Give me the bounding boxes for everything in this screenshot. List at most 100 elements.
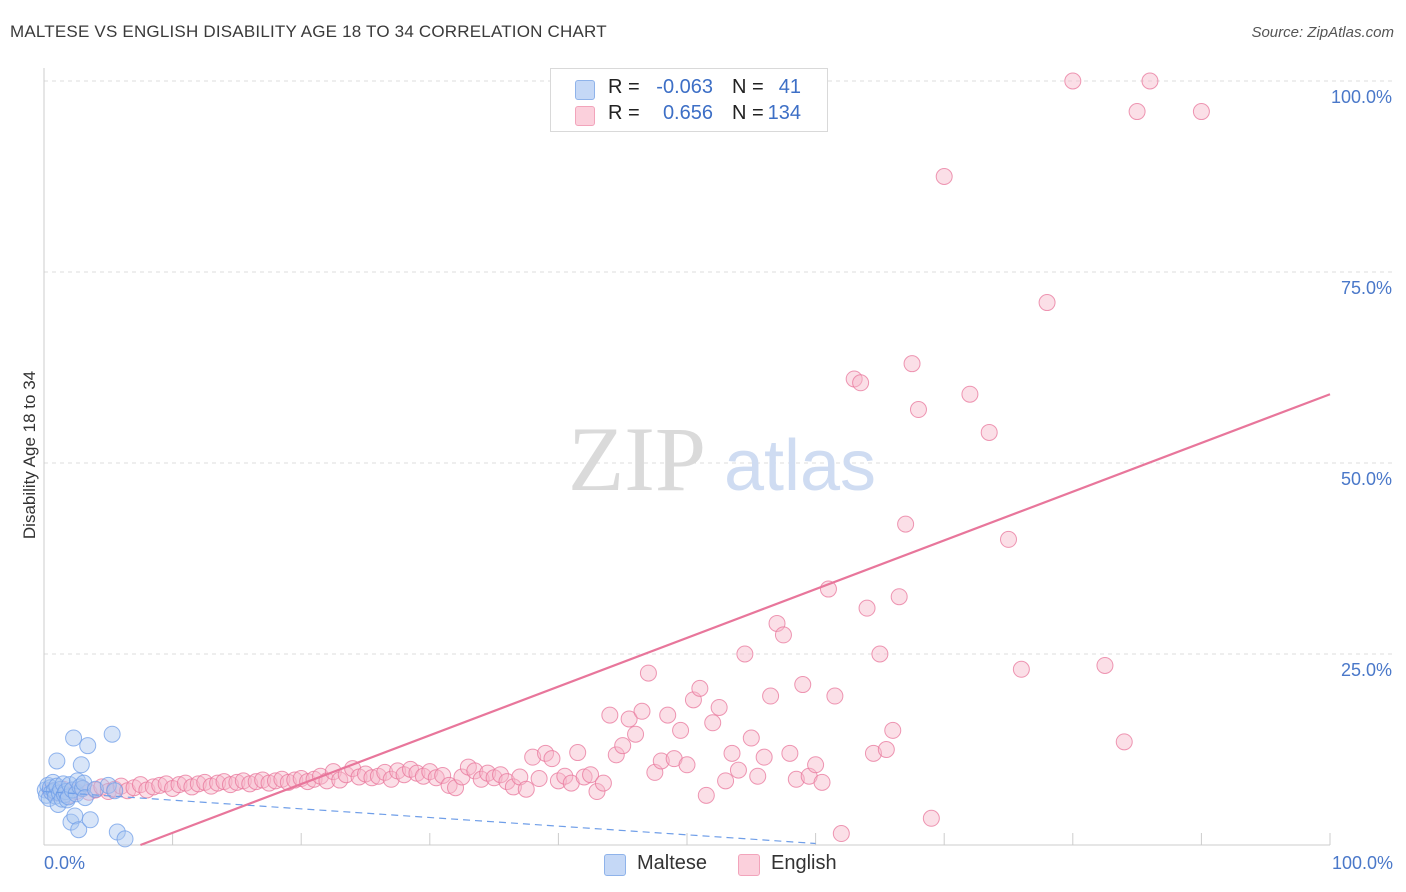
maltese-legend-label: Maltese bbox=[637, 852, 708, 874]
legend-r-label: R = bbox=[608, 102, 640, 124]
english-point bbox=[607, 746, 625, 764]
english-point bbox=[980, 423, 998, 441]
english-point bbox=[472, 770, 490, 788]
english-point bbox=[1096, 656, 1114, 674]
x-tick-labels: 0.0% 100.0% bbox=[44, 853, 1393, 873]
english-point bbox=[260, 774, 278, 792]
english-point bbox=[877, 741, 895, 758]
english-point bbox=[807, 756, 825, 774]
english-point bbox=[897, 515, 915, 533]
english-point bbox=[569, 744, 587, 762]
maltese-trend-line bbox=[43, 790, 816, 845]
english-point bbox=[524, 748, 542, 766]
english-point bbox=[588, 783, 606, 801]
english-point bbox=[755, 748, 773, 766]
maltese-point bbox=[65, 729, 83, 747]
maltese-point bbox=[81, 811, 99, 829]
english-point bbox=[871, 645, 889, 663]
english-legend-label: English bbox=[771, 852, 837, 874]
english-point bbox=[659, 706, 677, 724]
english-point bbox=[922, 809, 940, 827]
english-point bbox=[691, 679, 709, 697]
english-point bbox=[704, 714, 722, 732]
english-point bbox=[1038, 294, 1056, 312]
maltese-points bbox=[36, 725, 134, 848]
english-point bbox=[697, 786, 715, 804]
english-point bbox=[421, 763, 439, 781]
english-point bbox=[440, 776, 458, 794]
maltese-point bbox=[106, 782, 124, 800]
english-point bbox=[672, 721, 690, 739]
y-tick-label: 75.0% bbox=[1341, 278, 1392, 298]
x-tick-label: 0.0% bbox=[44, 853, 85, 873]
english-point bbox=[710, 698, 728, 716]
y-tick-label: 100.0% bbox=[1331, 87, 1392, 107]
english-point bbox=[884, 721, 902, 739]
english-point bbox=[530, 770, 548, 788]
y-tick-labels: 25.0% 50.0% 75.0% 100.0% bbox=[1331, 87, 1392, 680]
watermark-zip: ZIP bbox=[568, 408, 706, 510]
english-point bbox=[556, 767, 574, 785]
legend-n-value: 134 bbox=[767, 102, 801, 124]
english-point bbox=[678, 756, 696, 774]
english-point bbox=[1000, 530, 1017, 548]
english-point bbox=[749, 767, 767, 785]
english-point bbox=[858, 599, 876, 617]
english-legend-swatch bbox=[738, 854, 760, 876]
legend-n-label: N = bbox=[732, 76, 764, 98]
x-tick-label: 100.0% bbox=[1332, 853, 1393, 873]
english-point bbox=[736, 645, 754, 663]
english-point bbox=[729, 761, 747, 779]
english-point bbox=[864, 744, 882, 762]
legend-n-value: 41 bbox=[778, 76, 801, 98]
watermark: ZIP atlas bbox=[568, 408, 876, 510]
maltese-point bbox=[72, 756, 90, 774]
maltese-point bbox=[116, 830, 134, 848]
y-axis-label: Disability Age 18 to 34 bbox=[20, 370, 39, 540]
english-point bbox=[504, 778, 522, 796]
legend-n-label: N = bbox=[732, 102, 764, 124]
english-swatch bbox=[575, 106, 595, 126]
x-ticks bbox=[43, 833, 1331, 845]
maltese-point bbox=[103, 725, 121, 743]
english-point bbox=[144, 778, 162, 796]
english-point bbox=[890, 588, 908, 606]
maltese-swatch bbox=[575, 80, 595, 100]
english-point bbox=[826, 687, 844, 705]
english-point bbox=[447, 779, 465, 797]
english-point bbox=[1192, 103, 1210, 121]
english-point bbox=[1115, 733, 1133, 751]
english-point bbox=[151, 776, 169, 794]
legend-r-label: R = bbox=[608, 76, 640, 98]
english-point bbox=[762, 687, 780, 705]
english-point bbox=[189, 775, 207, 793]
english-point bbox=[614, 737, 632, 755]
english-point bbox=[382, 770, 400, 788]
english-point bbox=[652, 752, 670, 770]
english-point bbox=[376, 763, 394, 781]
grid-lines bbox=[44, 80, 1392, 655]
english-point bbox=[221, 776, 239, 794]
english-point bbox=[742, 729, 760, 747]
english-trend-line bbox=[140, 393, 1331, 847]
english-point bbox=[1141, 72, 1159, 90]
english-point bbox=[633, 702, 651, 720]
maltese-point bbox=[48, 752, 66, 770]
english-point bbox=[466, 762, 484, 780]
english-point bbox=[247, 773, 265, 791]
english-point bbox=[241, 775, 259, 793]
legend-r-value: 0.656 bbox=[662, 102, 713, 124]
english-point bbox=[266, 772, 284, 790]
english-point bbox=[832, 825, 850, 843]
english-points bbox=[41, 72, 1210, 843]
maltese-legend-swatch bbox=[604, 854, 626, 876]
legend-r-value: -0.063 bbox=[656, 76, 713, 98]
maltese-point bbox=[86, 780, 104, 798]
source-label: Source: ZipAtlas.com bbox=[1251, 24, 1394, 41]
maltese-point bbox=[70, 821, 88, 839]
english-point bbox=[781, 744, 799, 762]
trend-lines bbox=[43, 393, 1331, 847]
english-point bbox=[363, 769, 381, 787]
english-point bbox=[575, 768, 593, 786]
